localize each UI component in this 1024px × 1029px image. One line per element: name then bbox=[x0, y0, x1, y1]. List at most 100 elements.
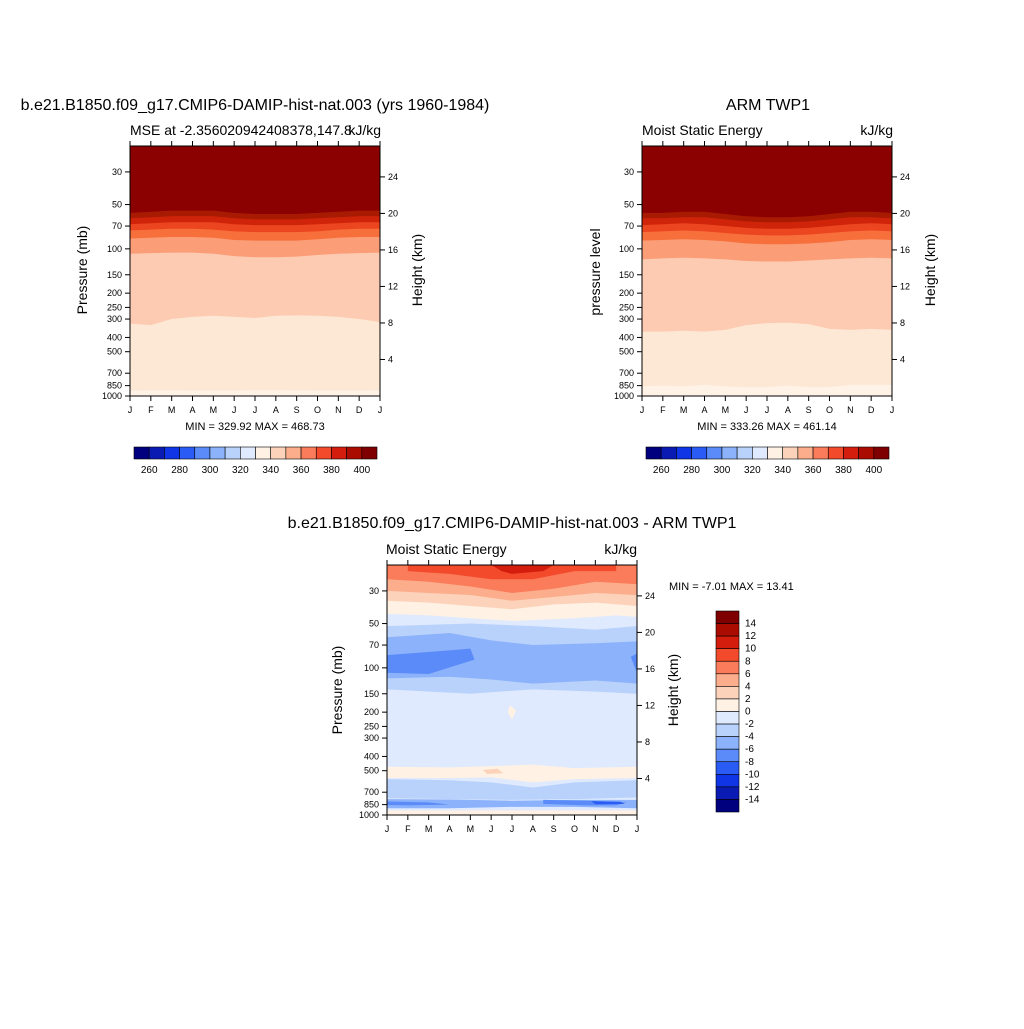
diff-panel-y2label: Height (km) bbox=[665, 654, 681, 726]
diff-xtick-label: M bbox=[467, 824, 475, 834]
model-minmax: MIN = 329.92 MAX = 468.73 bbox=[185, 421, 324, 433]
obs-xtick-label: J bbox=[640, 405, 645, 415]
obs-colorbar-box bbox=[752, 446, 768, 460]
model-panel-title: b.e21.B1850.f09_g17.CMIP6-DAMIP-hist-nat… bbox=[21, 97, 490, 114]
diff-band-0-2-surface bbox=[387, 810, 637, 815]
model-ytick-label: 150 bbox=[107, 270, 122, 280]
model-panel-left-label: MSE at -2.356020942408378,147.8 bbox=[130, 122, 352, 138]
diff-colorbar-box bbox=[715, 748, 740, 763]
diff-colorbar-box bbox=[715, 723, 740, 737]
diff-xtick-label: F bbox=[405, 824, 411, 834]
diff-ytick-label: 400 bbox=[364, 751, 379, 761]
model-ytick-label: 200 bbox=[107, 288, 122, 298]
diff-colorbar-label: 10 bbox=[745, 644, 757, 655]
diff-colorbar-label: 0 bbox=[745, 707, 751, 718]
obs-ytick-label: 250 bbox=[619, 302, 634, 312]
diff-band-neg6-neg8 bbox=[387, 648, 475, 674]
diff-ytick-label: 1000 bbox=[359, 810, 379, 820]
diff-colorbar-box bbox=[715, 673, 740, 687]
diff-xtick-label: J bbox=[510, 824, 515, 834]
obs-colorbar-label: 320 bbox=[744, 465, 761, 476]
diff-band-neg2-neg4-low bbox=[387, 779, 637, 800]
diff-xtick-label: M bbox=[425, 824, 433, 834]
model-ytick-label: 1000 bbox=[102, 391, 122, 401]
diff-colorbar-box bbox=[715, 799, 740, 813]
obs-colorbar-box bbox=[873, 446, 890, 460]
model-y2tick-label: 24 bbox=[388, 172, 398, 182]
model-ytick-label: 300 bbox=[107, 314, 122, 324]
diff-panel-units: kJ/kg bbox=[604, 541, 637, 557]
model-colorbar-box bbox=[133, 446, 150, 460]
diff-colorbar-label: -10 bbox=[745, 769, 760, 780]
obs-minmax: MIN = 333.26 MAX = 461.14 bbox=[697, 421, 836, 433]
model-ytick-label: 250 bbox=[107, 302, 122, 312]
obs-xtick-label: F bbox=[660, 405, 666, 415]
obs-colorbar-box bbox=[797, 446, 814, 460]
diff-ytick-label: 70 bbox=[369, 640, 379, 650]
obs-ytick-label: 500 bbox=[619, 347, 634, 357]
obs-colorbar-box bbox=[827, 446, 844, 460]
diff-y2tick-label: 4 bbox=[645, 773, 650, 783]
diff-colorbar-label: 6 bbox=[745, 669, 751, 680]
model-xtick-label: J bbox=[232, 405, 237, 415]
obs-colorbar-label: 280 bbox=[683, 465, 700, 476]
model-colorbar-box bbox=[179, 446, 196, 460]
model-colorbar-box bbox=[194, 446, 211, 460]
model-y2tick-label: 20 bbox=[388, 208, 398, 218]
model-ytick-label: 50 bbox=[112, 200, 122, 210]
model-colorbar-box bbox=[209, 446, 226, 460]
model-y2tick-label: 8 bbox=[388, 318, 393, 328]
model-ytick-label: 700 bbox=[107, 368, 122, 378]
diff-colorbar-label: -6 bbox=[745, 744, 754, 755]
diff-colorbar-box bbox=[715, 774, 740, 788]
obs-xtick-label: M bbox=[680, 405, 688, 415]
obs-colorbar-box bbox=[706, 446, 723, 460]
model-colorbar-box bbox=[331, 446, 347, 460]
obs-colorbar-box bbox=[858, 446, 875, 460]
obs-ytick-label: 50 bbox=[624, 200, 634, 210]
model-colorbar-label: 300 bbox=[202, 465, 219, 476]
obs-colorbar-box bbox=[736, 446, 753, 460]
model-xtick-label: O bbox=[314, 405, 321, 415]
diff-colorbar-box bbox=[715, 623, 740, 637]
obs-colorbar-box bbox=[843, 446, 859, 460]
model-colorbar-box bbox=[164, 446, 180, 460]
model-y2tick-label: 4 bbox=[388, 354, 393, 364]
model-colorbar-box bbox=[300, 446, 317, 460]
obs-panel-title: ARM TWP1 bbox=[726, 97, 810, 114]
model-xtick-label: M bbox=[168, 405, 176, 415]
diff-colorbar-label: 4 bbox=[745, 681, 751, 692]
diff-colorbar-box bbox=[715, 711, 740, 725]
diff-panel: b.e21.B1850.f09_g17.CMIP6-DAMIP-hist-nat… bbox=[288, 515, 794, 834]
diff-colorbar-label: -14 bbox=[745, 794, 760, 805]
diff-band-2-4-low bbox=[482, 768, 504, 774]
diff-y2tick-label: 20 bbox=[645, 627, 655, 637]
model-colorbar-label: 260 bbox=[141, 465, 158, 476]
model-ytick-label: 70 bbox=[112, 221, 122, 231]
obs-band-above-400 bbox=[642, 146, 892, 218]
diff-colorbar-label: 12 bbox=[745, 631, 757, 642]
obs-panel-ylabel: pressure level bbox=[587, 228, 603, 315]
diff-band-0-2-blob bbox=[507, 705, 517, 720]
model-band-above-400 bbox=[130, 146, 380, 215]
obs-panel-units: kJ/kg bbox=[860, 122, 893, 138]
obs-panel-y2label: Height (km) bbox=[922, 234, 938, 306]
obs-colorbar-box bbox=[645, 446, 662, 460]
diff-ytick-label: 300 bbox=[364, 733, 379, 743]
obs-xtick-label: N bbox=[847, 405, 854, 415]
diff-y2tick-label: 8 bbox=[645, 737, 650, 747]
obs-xtick-label: O bbox=[826, 405, 833, 415]
model-xtick-label: J bbox=[253, 405, 258, 415]
model-ytick-label: 400 bbox=[107, 332, 122, 342]
obs-colorbar-label: 400 bbox=[865, 465, 882, 476]
model-colorbar-box bbox=[240, 446, 256, 460]
obs-ytick-label: 700 bbox=[619, 368, 634, 378]
model-panel-y2label: Height (km) bbox=[409, 234, 425, 306]
model-xtick-label: A bbox=[273, 405, 279, 415]
obs-ytick-label: 850 bbox=[619, 381, 634, 391]
model-xtick-label: S bbox=[294, 405, 300, 415]
diff-xtick-label: J bbox=[635, 824, 640, 834]
